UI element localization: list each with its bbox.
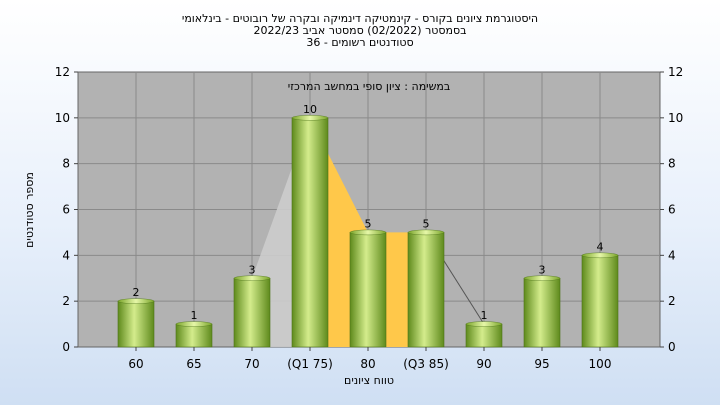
bar-0 bbox=[117, 300, 155, 348]
data-labels: 2 1 3 10 5 5 1 3 4 bbox=[133, 103, 604, 322]
x-tick-label-7: 95 bbox=[534, 357, 549, 371]
x-tick-label-2: 70 bbox=[244, 357, 259, 371]
x-axis: 60 65 70 (Q1 75) 80 (Q3 85) 90 95 100 bbox=[128, 347, 611, 371]
data-label-2: 3 bbox=[249, 263, 256, 276]
y-tick-left: 12 bbox=[55, 65, 70, 79]
chart-title-line-3: סטודנטים רשומים - 36 bbox=[306, 36, 413, 49]
data-label-1: 1 bbox=[191, 309, 198, 322]
bar-cap-6 bbox=[465, 321, 503, 327]
bar-1 bbox=[175, 323, 213, 348]
data-label-6: 1 bbox=[481, 309, 488, 322]
chart-title-line-1: היסטוגרמת ציונים בקורס - קינמטיקה דינמיק… bbox=[182, 12, 538, 25]
bar-7 bbox=[523, 277, 561, 348]
bar-cap-0 bbox=[117, 298, 155, 304]
chart-title-line-2: בסמסטר (02/2022) סמסטר אביב 2022/23 bbox=[253, 24, 466, 37]
data-label-7: 3 bbox=[539, 263, 546, 276]
interquartile-area bbox=[310, 117, 426, 347]
data-label-8: 4 bbox=[597, 240, 604, 253]
bar-5 bbox=[407, 232, 445, 348]
bar-cap-2 bbox=[233, 275, 271, 281]
y-tick-right: 0 bbox=[668, 340, 676, 354]
y-tick-left: 8 bbox=[62, 157, 70, 171]
bar-8 bbox=[581, 255, 619, 348]
x-tick-label-6: 90 bbox=[476, 357, 491, 371]
data-label-5: 5 bbox=[423, 217, 430, 230]
x-tick-label-1: 65 bbox=[186, 357, 201, 371]
x-axis-label: טווח ציונים bbox=[344, 374, 394, 387]
bar-cap-5 bbox=[407, 229, 445, 236]
bars bbox=[117, 115, 619, 348]
y-tick-left: 6 bbox=[62, 203, 70, 217]
y-tick-left: 4 bbox=[62, 248, 70, 262]
y-tick-left: 10 bbox=[55, 111, 70, 125]
y-tick-right: 10 bbox=[668, 111, 683, 125]
y-axis-left: 0 2 4 6 8 10 12 bbox=[55, 65, 78, 354]
bar-cap-1 bbox=[175, 321, 213, 327]
y-tick-left: 0 bbox=[62, 340, 70, 354]
x-tick-label-3: (Q1 75) bbox=[287, 357, 333, 371]
y-tick-right: 4 bbox=[668, 248, 676, 262]
y-tick-right: 12 bbox=[668, 65, 683, 79]
x-tick-label-8: 100 bbox=[589, 357, 612, 371]
bar-6 bbox=[465, 323, 503, 348]
bar-cap-7 bbox=[523, 275, 561, 281]
bar-cap-8 bbox=[581, 252, 619, 259]
x-tick-label-4: 80 bbox=[360, 357, 375, 371]
bar-4 bbox=[349, 232, 387, 348]
x-tick-label-0: 60 bbox=[128, 357, 143, 371]
y-tick-right: 2 bbox=[668, 294, 676, 308]
y-axis-label: מספר סטודנטים bbox=[23, 172, 36, 248]
y-tick-right: 8 bbox=[668, 157, 676, 171]
bar-2 bbox=[233, 277, 271, 348]
y-tick-right: 6 bbox=[668, 203, 676, 217]
y-tick-left: 2 bbox=[62, 294, 70, 308]
data-label-0: 2 bbox=[133, 286, 140, 299]
x-tick-label-5: (Q3 85) bbox=[403, 357, 449, 371]
y-axis-right: 0 2 4 6 8 10 12 bbox=[660, 65, 683, 354]
chart-subtitle: במשימה : ציון סופי במחשב המרכזי bbox=[288, 80, 451, 93]
bar-cap-4 bbox=[349, 229, 387, 236]
data-label-3: 10 bbox=[303, 103, 317, 116]
bar-3 bbox=[291, 117, 329, 348]
data-label-4: 5 bbox=[365, 217, 372, 230]
bar-cap-3 bbox=[291, 115, 329, 121]
